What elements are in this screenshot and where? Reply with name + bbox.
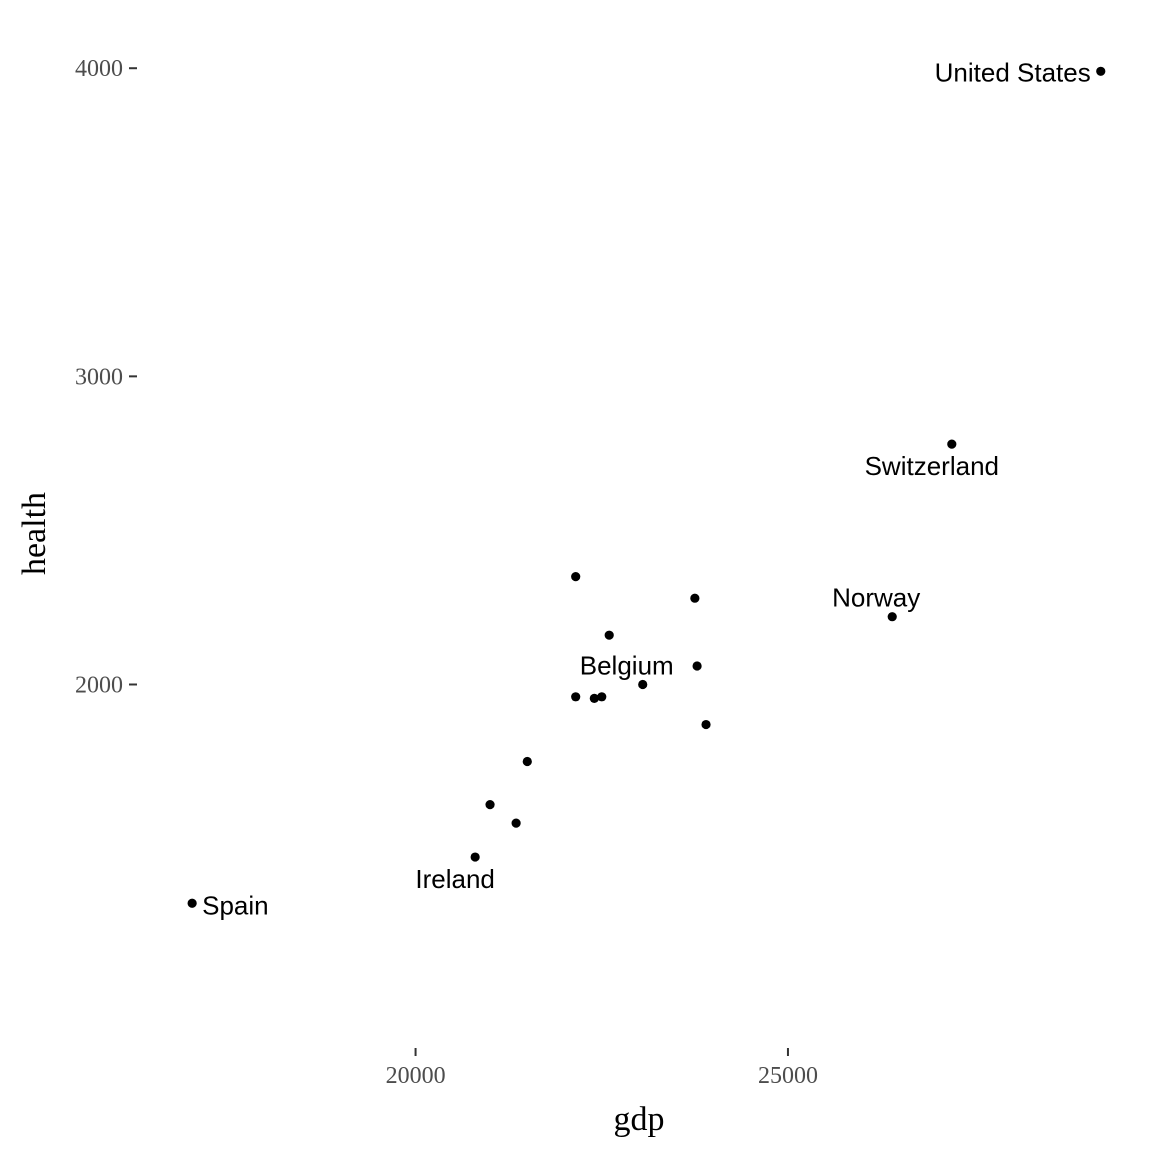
point-label: Ireland bbox=[415, 864, 495, 894]
x-axis: 20000 25000 bbox=[386, 1048, 818, 1089]
point-label: United States bbox=[935, 57, 1091, 87]
data-point bbox=[597, 692, 607, 702]
data-point bbox=[571, 692, 581, 702]
data-point bbox=[690, 593, 700, 603]
data-points bbox=[187, 66, 1106, 908]
x-axis-title: gdp bbox=[614, 1101, 665, 1138]
data-point bbox=[187, 898, 197, 908]
data-point bbox=[701, 719, 711, 730]
point-label: Norway bbox=[832, 583, 920, 613]
data-point bbox=[511, 818, 521, 828]
x-tick-label-25000: 25000 bbox=[758, 1063, 818, 1089]
data-point bbox=[638, 679, 648, 690]
y-axis-title: health bbox=[16, 492, 53, 575]
data-point bbox=[589, 693, 599, 703]
data-point bbox=[604, 630, 614, 640]
data-point bbox=[571, 572, 581, 582]
data-point bbox=[947, 439, 957, 449]
data-point bbox=[522, 756, 532, 767]
point-label: Spain bbox=[202, 890, 269, 920]
y-tick-label-4000: 4000 bbox=[75, 56, 123, 82]
data-point bbox=[1096, 66, 1106, 76]
data-point bbox=[692, 661, 702, 671]
point-label: Belgium bbox=[580, 650, 674, 680]
y-axis: 2000 3000 4000 bbox=[75, 56, 137, 698]
point-label: Switzerland bbox=[865, 451, 999, 481]
data-point bbox=[485, 800, 495, 810]
x-tick-label-20000: 20000 bbox=[386, 1063, 446, 1089]
y-tick-label-3000: 3000 bbox=[75, 364, 123, 390]
data-point bbox=[470, 852, 480, 862]
y-tick-label-2000: 2000 bbox=[75, 672, 123, 698]
data-point bbox=[887, 612, 897, 622]
point-labels: United States Switzerland Norway Belgium Ire… bbox=[202, 57, 1091, 920]
